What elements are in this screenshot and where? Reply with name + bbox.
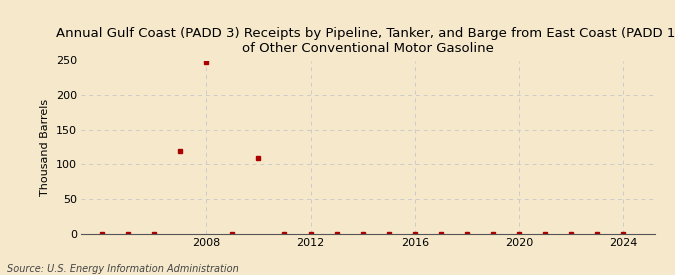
- Y-axis label: Thousand Barrels: Thousand Barrels: [40, 98, 50, 196]
- Title: Annual Gulf Coast (PADD 3) Receipts by Pipeline, Tanker, and Barge from East Coa: Annual Gulf Coast (PADD 3) Receipts by P…: [55, 27, 675, 55]
- Text: Source: U.S. Energy Information Administration: Source: U.S. Energy Information Administ…: [7, 264, 238, 274]
